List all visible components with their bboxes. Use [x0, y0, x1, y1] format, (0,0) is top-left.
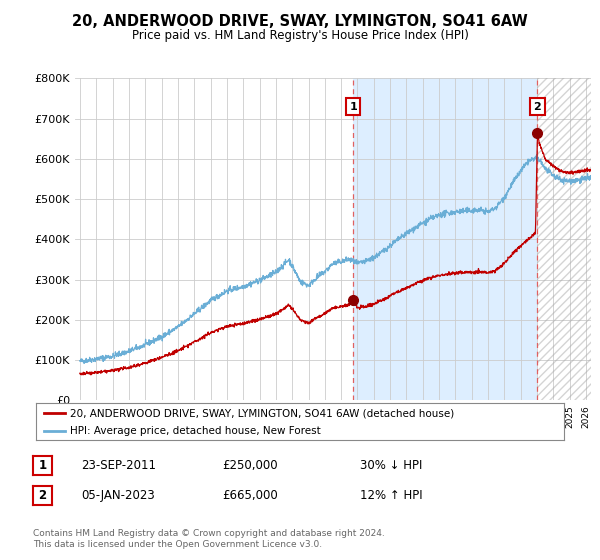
- Bar: [353, 78, 538, 400]
- Text: HPI: Average price, detached house, New Forest: HPI: Average price, detached house, New …: [70, 426, 321, 436]
- Text: 1: 1: [349, 101, 357, 111]
- Text: 20, ANDERWOOD DRIVE, SWAY, LYMINGTON, SO41 6AW (detached house): 20, ANDERWOOD DRIVE, SWAY, LYMINGTON, SO…: [70, 408, 455, 418]
- Text: 2: 2: [533, 101, 541, 111]
- Bar: [538, 78, 594, 400]
- Text: 05-JAN-2023: 05-JAN-2023: [81, 489, 155, 502]
- Text: Price paid vs. HM Land Registry's House Price Index (HPI): Price paid vs. HM Land Registry's House …: [131, 29, 469, 42]
- Text: 2: 2: [38, 489, 47, 502]
- Text: 30% ↓ HPI: 30% ↓ HPI: [360, 459, 422, 473]
- Text: 23-SEP-2011: 23-SEP-2011: [81, 459, 156, 473]
- Text: £250,000: £250,000: [222, 459, 278, 473]
- Text: Contains HM Land Registry data © Crown copyright and database right 2024.
This d: Contains HM Land Registry data © Crown c…: [33, 529, 385, 549]
- Bar: [538, 78, 594, 400]
- Text: £665,000: £665,000: [222, 489, 278, 502]
- Text: 1: 1: [38, 459, 47, 473]
- Text: 20, ANDERWOOD DRIVE, SWAY, LYMINGTON, SO41 6AW: 20, ANDERWOOD DRIVE, SWAY, LYMINGTON, SO…: [72, 14, 528, 29]
- Text: 12% ↑ HPI: 12% ↑ HPI: [360, 489, 422, 502]
